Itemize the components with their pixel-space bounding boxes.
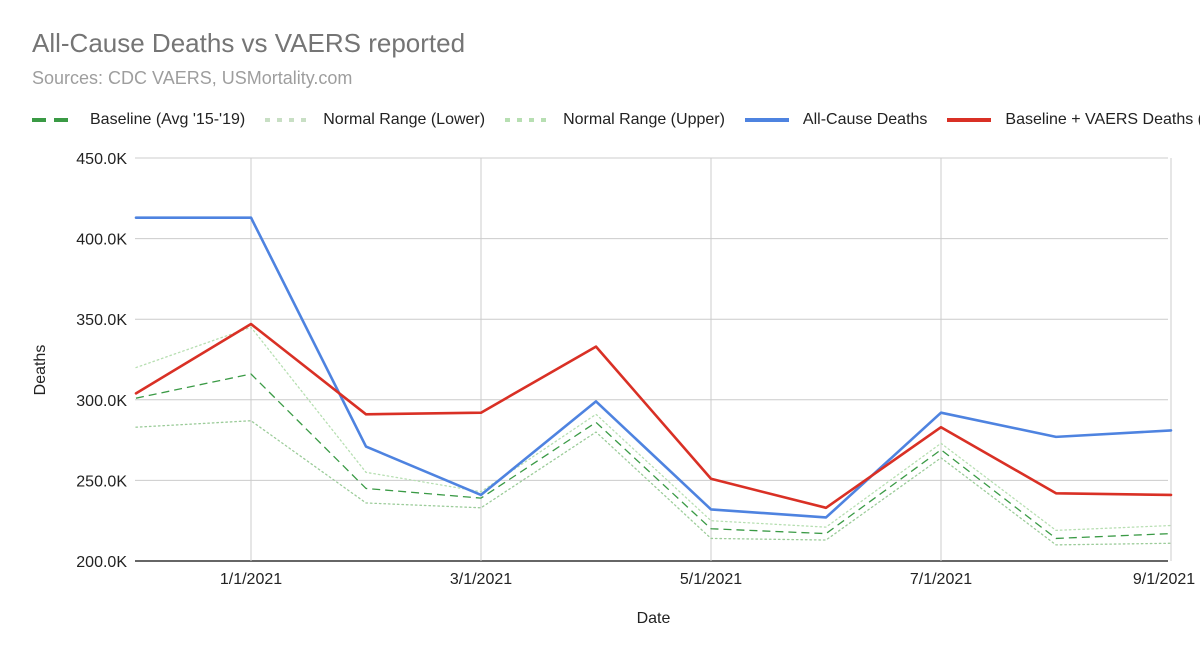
series-line-baseline-vaers xyxy=(134,322,1173,510)
x-tick-label: 5/1/2021 xyxy=(680,571,742,588)
y-axis-label: Deaths xyxy=(32,345,49,396)
y-tick-label: 200.0K xyxy=(76,554,127,571)
x-tick-label: 9/1/2021 xyxy=(1133,571,1195,588)
series-line-baseline xyxy=(135,373,1172,540)
series-line-normal-lower xyxy=(135,420,1172,546)
legend-label-normal-lower: Normal Range (Lower) xyxy=(323,111,486,128)
series-line-all-cause xyxy=(134,216,1173,519)
legend-item-all-cause[interactable]: All-Cause Deaths xyxy=(744,111,928,129)
y-tick-label: 350.0K xyxy=(76,312,127,329)
y-tick-label: 250.0K xyxy=(76,473,127,490)
legend-swatch-baseline-vaers xyxy=(947,116,992,124)
legend-label-baseline-vaers: Baseline + VAERS Deaths (42x) xyxy=(1005,111,1200,128)
legend-label-baseline: Baseline (Avg '15-'19) xyxy=(90,111,246,128)
series-line-normal-upper xyxy=(135,326,1172,532)
legend-swatch-baseline xyxy=(32,116,76,124)
x-tick-label: 3/1/2021 xyxy=(450,571,512,588)
chart-title: All-Cause Deaths vs VAERS reported xyxy=(32,28,466,58)
chart-legend: Baseline (Avg '15-'19) Normal Range (Low… xyxy=(32,108,1200,132)
legend-item-baseline-vaers[interactable]: Baseline + VAERS Deaths (42x) xyxy=(947,111,1200,129)
legend-item-normal-upper[interactable]: Normal Range (Upper) xyxy=(505,111,725,129)
y-tick-label: 450.0K xyxy=(76,151,127,168)
legend-swatch-all-cause xyxy=(744,116,789,124)
y-tick-label: 400.0K xyxy=(76,232,127,249)
y-tick-label: 300.0K xyxy=(76,393,127,410)
x-axis-label: Date xyxy=(637,610,671,627)
legend-label-all-cause: All-Cause Deaths xyxy=(802,111,928,128)
legend-label-normal-upper: Normal Range (Upper) xyxy=(563,111,725,128)
legend-swatch-normal-lower xyxy=(265,116,310,124)
legend-swatch-normal-upper xyxy=(505,116,550,124)
chart-subtitle: Sources: CDC VAERS, USMortality.com xyxy=(32,68,353,88)
x-tick-label: 7/1/2021 xyxy=(910,571,972,588)
x-tick-label: 1/1/2021 xyxy=(220,571,282,588)
legend-item-baseline[interactable]: Baseline (Avg '15-'19) xyxy=(32,111,245,129)
legend-item-normal-lower[interactable]: Normal Range (Lower) xyxy=(265,111,485,129)
